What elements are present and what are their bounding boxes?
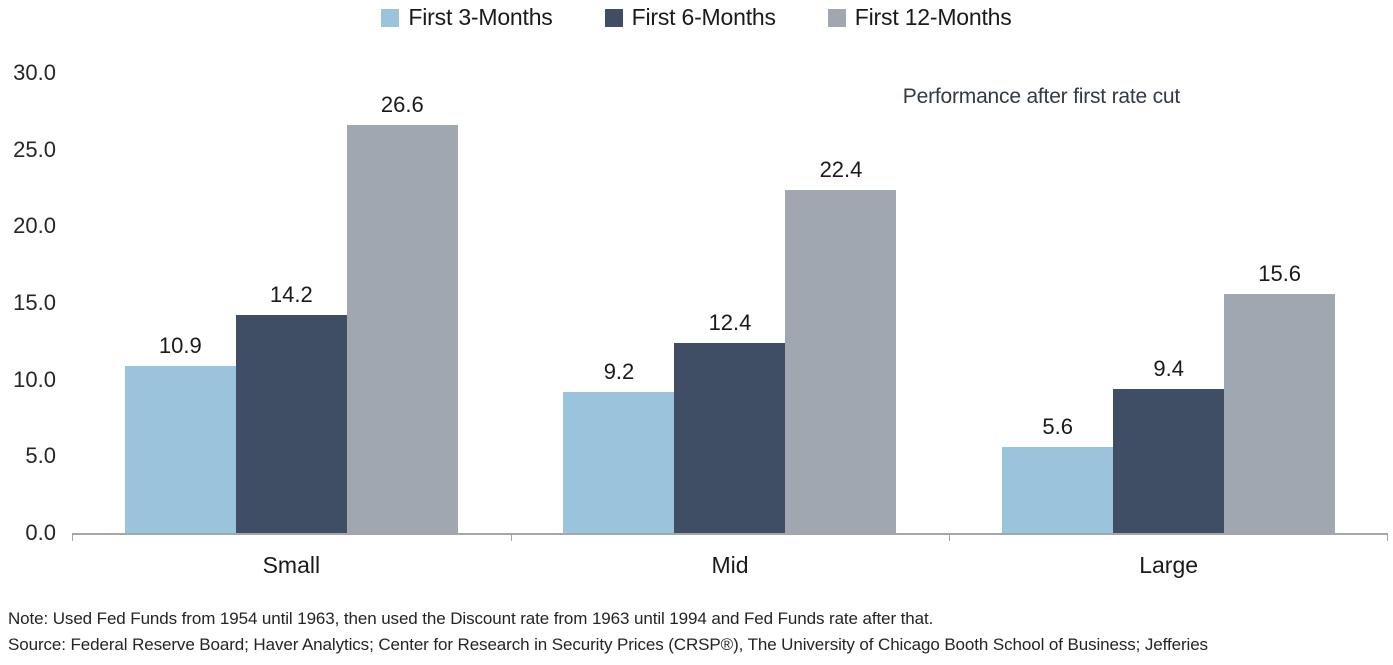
x-axis-label-mid: Mid: [711, 552, 749, 578]
x-axis-label-small: Small: [262, 552, 321, 578]
bar-rect: [235, 315, 347, 533]
legend-item-label: First 6-Months: [631, 4, 776, 30]
plot-area: 10.9 14.2 26.6 9.2 12.4 22.4 5.6 9.4 15.6: [72, 73, 1388, 541]
footnotes: Note: Used Fed Funds from 1954 until 196…: [8, 606, 1393, 658]
bar-small-series-3: 26.6: [346, 92, 458, 533]
bar-rect: [1224, 293, 1336, 533]
y-axis-tick-label: 10.0: [13, 366, 56, 392]
bar-rect: [124, 365, 236, 533]
chart-legend: First 3-Months First 6-Months First 12-Mon…: [0, 4, 1393, 31]
y-axis-tick-label: 15.0: [13, 290, 56, 315]
legend-swatch-icon: [381, 8, 400, 27]
legend-swatch-icon: [604, 8, 623, 27]
legend-item-3: First 12-Months: [827, 4, 1012, 31]
bar-groups: 10.9 14.2 26.6 9.2 12.4 22.4 5.6 9.4 15.6: [72, 73, 1388, 533]
bar-group-mid: 9.2 12.4 22.4: [511, 73, 950, 533]
legend-item-label: First 3-Months: [408, 4, 553, 30]
bar-large-series-2: 9.4: [1113, 356, 1225, 533]
bar-small-series-1: 10.9: [124, 333, 236, 533]
legend-item-label: First 12-Months: [854, 4, 1012, 30]
bar-large-series-1: 5.6: [1002, 414, 1114, 533]
x-axis-tick: [510, 533, 512, 541]
y-axis-tick-label: 20.0: [13, 213, 56, 239]
note-text: Note: Used Fed Funds from 1954 until 196…: [8, 609, 934, 628]
bar-mid-series-1: 9.2: [563, 359, 675, 533]
bar-mid-series-3: 22.4: [785, 157, 897, 533]
bar-value-label: 15.6: [1258, 260, 1302, 286]
legend-item-2: First 6-Months: [604, 4, 776, 31]
bar-value-label: 22.4: [819, 156, 863, 182]
bar-value-label: 9.2: [603, 358, 635, 384]
y-axis: 30.0 25.0 20.0 15.0 10.0 5.0 0.0: [0, 60, 56, 545]
bar-mid-series-2: 12.4: [674, 310, 786, 533]
y-axis-tick-label: 30.0: [13, 60, 56, 85]
bar-value-label: 10.9: [158, 332, 202, 358]
y-axis-tick-label: 0.0: [25, 520, 56, 545]
bar-group-small: 10.9 14.2 26.6: [72, 73, 511, 533]
x-axis-labels: Small Mid Large: [72, 552, 1388, 579]
bar-rect: [346, 125, 458, 533]
x-axis-tick: [1387, 533, 1388, 541]
chart-title: Performance after first rate cut: [902, 85, 1180, 108]
bar-rect: [1002, 447, 1114, 533]
legend-item-1: First 3-Months: [381, 4, 553, 31]
y-axis-tick-label: 5.0: [25, 443, 56, 469]
bar-value-label: 14.2: [269, 282, 313, 308]
bar-value-label: 26.6: [380, 92, 424, 118]
x-axis-tick: [949, 533, 951, 541]
source-text: Source: Federal Reserve Board; Haver Ana…: [8, 635, 1208, 654]
bar-large-series-3: 15.6: [1224, 261, 1336, 533]
bar-small-series-2: 14.2: [235, 282, 347, 533]
bar-value-label: 12.4: [708, 309, 752, 335]
bar-rect: [563, 391, 675, 533]
bar-rect: [674, 342, 786, 533]
x-axis-tick: [72, 533, 73, 541]
bar-value-label: 5.6: [1042, 414, 1073, 440]
bar-rect: [785, 189, 897, 533]
legend-swatch-icon: [827, 8, 846, 27]
y-axis-tick-label: 25.0: [13, 136, 56, 162]
bar-group-large: 5.6 9.4 15.6: [949, 73, 1388, 533]
bar-value-label: 9.4: [1153, 355, 1184, 381]
bar-rect: [1113, 388, 1225, 533]
x-axis-label-large: Large: [1139, 552, 1199, 578]
